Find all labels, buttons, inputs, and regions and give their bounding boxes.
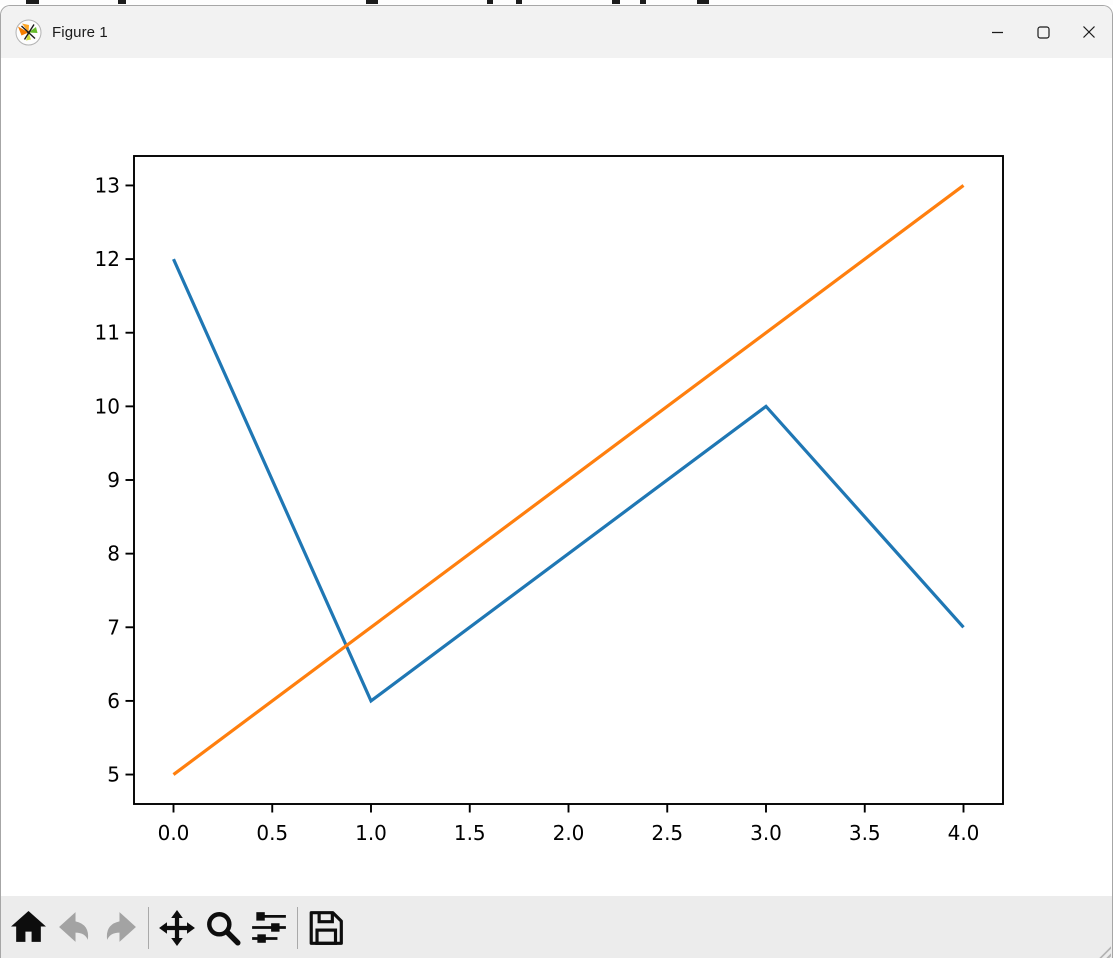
- y-tick-label: 11: [95, 321, 120, 345]
- back-button[interactable]: [52, 902, 96, 954]
- home-button[interactable]: [6, 902, 50, 954]
- y-tick-label: 6: [107, 689, 120, 713]
- x-tick-label: 0.0: [158, 821, 190, 845]
- y-tick-label: 10: [95, 394, 120, 418]
- matplotlib-logo-icon: [15, 19, 42, 45]
- background-window-fragment: [118, 0, 126, 4]
- x-tick-label: 2.5: [651, 821, 683, 845]
- minimize-button[interactable]: [974, 6, 1020, 58]
- pan-button[interactable]: [155, 902, 199, 954]
- save-button[interactable]: [304, 902, 348, 954]
- forward-button[interactable]: [98, 902, 142, 954]
- subplots-sliders-icon: [252, 911, 286, 943]
- y-tick-label: 7: [107, 615, 120, 639]
- toolbar-separator: [148, 906, 149, 949]
- close-icon: [1083, 26, 1095, 38]
- y-tick-label: 5: [107, 763, 120, 787]
- background-window-fragment: [26, 0, 39, 4]
- background-window-fragment: [640, 0, 646, 4]
- figure-window: Figure 1 0.0 0.5 1.0 1.5 2.0 2.5 3.0 3.5 4.: [0, 5, 1113, 958]
- figure-canvas[interactable]: 0.0 0.5 1.0 1.5 2.0 2.5 3.0 3.5 4.0 5 6 7 8 9 10 11 12 13: [1, 58, 1112, 896]
- subplots-button[interactable]: [247, 902, 291, 954]
- series-line-2: [172, 184, 965, 776]
- x-tick-label: 3.5: [849, 821, 881, 845]
- y-tick-label: 9: [107, 468, 120, 492]
- resize-grip[interactable]: [1098, 945, 1111, 958]
- y-tick-label: 12: [95, 247, 120, 271]
- back-arrow-icon: [58, 912, 88, 942]
- x-tick-label: 1.0: [355, 821, 387, 845]
- x-tick-label: 0.5: [256, 821, 288, 845]
- close-button[interactable]: [1066, 6, 1112, 58]
- zoom-magnifier-icon: [207, 911, 241, 946]
- line-chart: 0.0 0.5 1.0 1.5 2.0 2.5 3.0 3.5 4.0 5 6 7 8 9 10 11 12 13: [95, 155, 1004, 845]
- x-tick-label: 1.5: [454, 821, 486, 845]
- navigation-toolbar: [1, 896, 1112, 958]
- y-tick-label: 13: [95, 173, 120, 197]
- background-window-fragment: [612, 0, 620, 4]
- title-bar[interactable]: Figure 1: [1, 6, 1112, 58]
- x-tick-label: 3.0: [750, 821, 782, 845]
- background-window-fragment: [516, 0, 522, 4]
- pan-arrows-icon: [159, 909, 195, 946]
- background-window-fragment: [697, 0, 709, 4]
- background-window-fragment: [487, 0, 493, 4]
- window-title: Figure 1: [52, 23, 108, 41]
- background-window-sliver: [0, 0, 1113, 5]
- caption-buttons: [974, 6, 1112, 58]
- home-icon: [10, 911, 46, 942]
- background-window-fragment: [366, 0, 378, 4]
- minimize-icon: [991, 31, 1003, 33]
- forward-arrow-icon: [106, 912, 136, 942]
- x-tick-label: 4.0: [948, 821, 980, 845]
- save-floppy-icon: [309, 910, 343, 945]
- x-tick-label: 2.0: [553, 821, 585, 845]
- zoom-button[interactable]: [201, 902, 245, 954]
- maximize-icon: [1036, 25, 1050, 39]
- series-line-1: [172, 258, 965, 704]
- toolbar-separator: [297, 906, 298, 949]
- y-tick-label: 8: [107, 542, 120, 566]
- maximize-button[interactable]: [1020, 6, 1066, 58]
